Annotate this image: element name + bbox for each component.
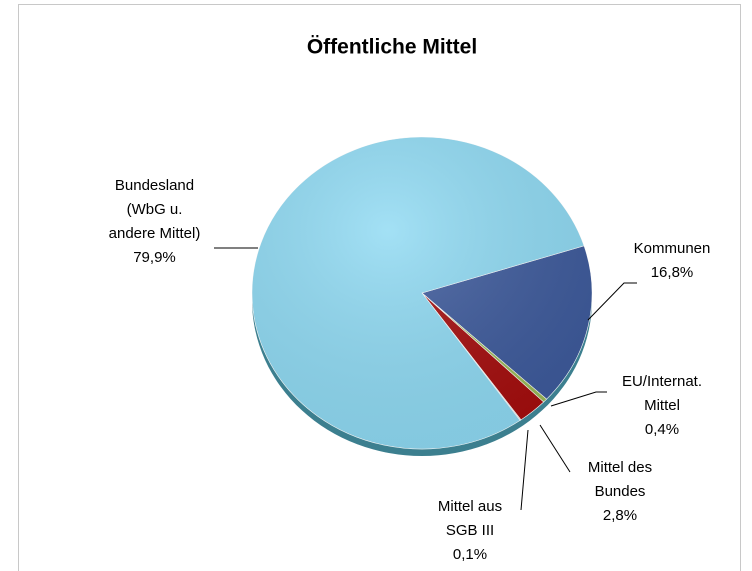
leader-line (539, 424, 571, 473)
slice-label: Mittel des Bundes 2,8% (580, 456, 660, 528)
slice-label: Mittel aus SGB III 0,1% (430, 495, 510, 567)
slice-value: 0,4% (644, 421, 680, 438)
leader-line (587, 282, 637, 321)
leader-line (550, 391, 607, 407)
leader-line (520, 429, 529, 511)
slice-value: 79,9% (133, 249, 176, 266)
slice-label: EU/Internat. Mittel 0,4% (610, 370, 714, 442)
slice-name: Mittel des Bundes (587, 459, 653, 500)
slice-value: 16,8% (650, 264, 694, 281)
slice-name: Kommunen (633, 240, 711, 257)
slice-value: 2,8% (602, 507, 638, 524)
slice-name: EU/Internat. Mittel (621, 373, 703, 414)
slice-label: Kommunen 16,8% (622, 237, 722, 285)
slice-name: Bundesland (WbG u. andere Mittel) (108, 177, 201, 242)
slice-value: 0,1% (452, 546, 488, 563)
pie (251, 136, 593, 456)
slice-name: Mittel aus SGB III (437, 498, 503, 539)
slice-label: Bundesland (WbG u. andere Mittel) 79,9% (104, 174, 205, 270)
chart-title: Öffentliche Mittel (307, 36, 477, 59)
leader-lines (214, 247, 637, 511)
